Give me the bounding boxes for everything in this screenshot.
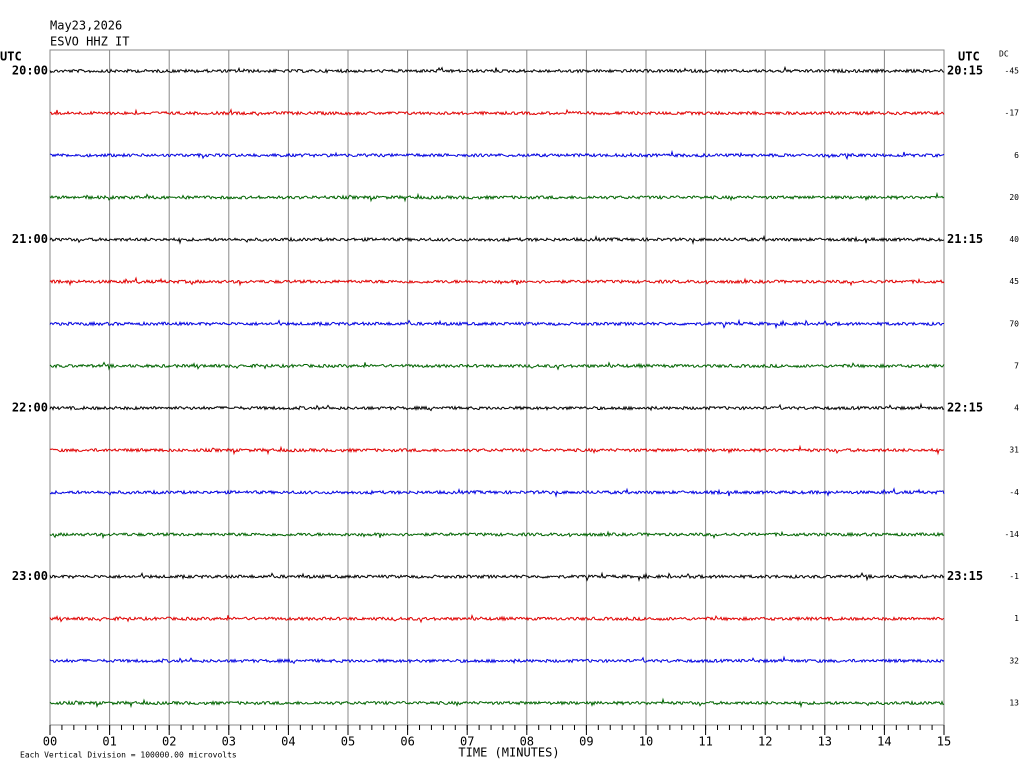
x-tick-label: 08 [520,735,534,749]
x-tick-label: 15 [937,735,951,749]
dc-value: 45 [1009,277,1019,286]
x-tick-label: 09 [579,735,593,749]
x-tick-label: 13 [818,735,832,749]
right-axis-label: UTC [958,50,980,64]
x-tick-label: 02 [162,735,176,749]
chart-title: May23,2026 [50,19,122,33]
dc-value: 7 [1014,361,1019,370]
trace [49,149,945,161]
x-axis-label: TIME (MINUTES) [458,746,559,760]
dc-value: 4 [1014,404,1019,413]
chart-subtitle: ESVO HHZ IT [50,35,129,49]
scale-note: Each Vertical Division = 100000.00 micro… [20,751,237,760]
dc-value: 31 [1009,446,1019,455]
trace [49,191,945,203]
trace [49,614,945,624]
trace [49,361,945,371]
left-axis-label: UTC [0,50,22,64]
x-tick-label: 00 [43,735,57,749]
trace [49,234,945,246]
dc-value: 20 [1009,193,1019,202]
plot-frame [49,49,945,726]
trace [49,487,945,498]
row-start-label: 23:00 [12,569,48,583]
trace [49,444,945,456]
row-end-label: 20:15 [947,64,983,78]
dc-value: -17 [1005,109,1020,118]
row-start-label: 21:00 [12,232,48,246]
trace [49,530,945,540]
dc-value: -4 [1009,488,1019,497]
x-tick-label: 04 [281,735,295,749]
x-tick-label: 11 [698,735,712,749]
dc-value: 70 [1009,319,1019,328]
trace [49,276,945,287]
row-end-label: 23:15 [947,569,983,583]
trace [49,65,945,74]
dc-value: 40 [1009,235,1019,244]
x-tick-label: 03 [222,735,236,749]
x-tick-label: 07 [460,735,474,749]
dc-value: 13 [1009,699,1019,708]
trace [49,402,945,412]
trace [49,571,945,582]
dc-value: 6 [1014,151,1019,160]
x-tick-label: 14 [877,735,891,749]
trace [49,655,945,665]
trace [49,697,945,709]
row-start-label: 22:00 [12,401,48,415]
dc-value: -14 [1005,530,1020,539]
row-end-label: 22:15 [947,401,983,415]
dc-value: 32 [1009,656,1019,665]
x-tick-label: 05 [341,735,355,749]
trace [49,318,944,330]
dc-value: -1 [1009,572,1019,581]
x-tick-label: 12 [758,735,772,749]
x-tick-label: 10 [639,735,653,749]
dc-value: 1 [1014,614,1019,623]
dc-label: DC [999,50,1009,59]
row-start-label: 20:00 [12,64,48,78]
trace [49,108,945,117]
row-end-label: 21:15 [947,232,983,246]
x-tick-label: 06 [400,735,414,749]
dc-value: -45 [1005,67,1020,76]
x-tick-label: 01 [102,735,116,749]
